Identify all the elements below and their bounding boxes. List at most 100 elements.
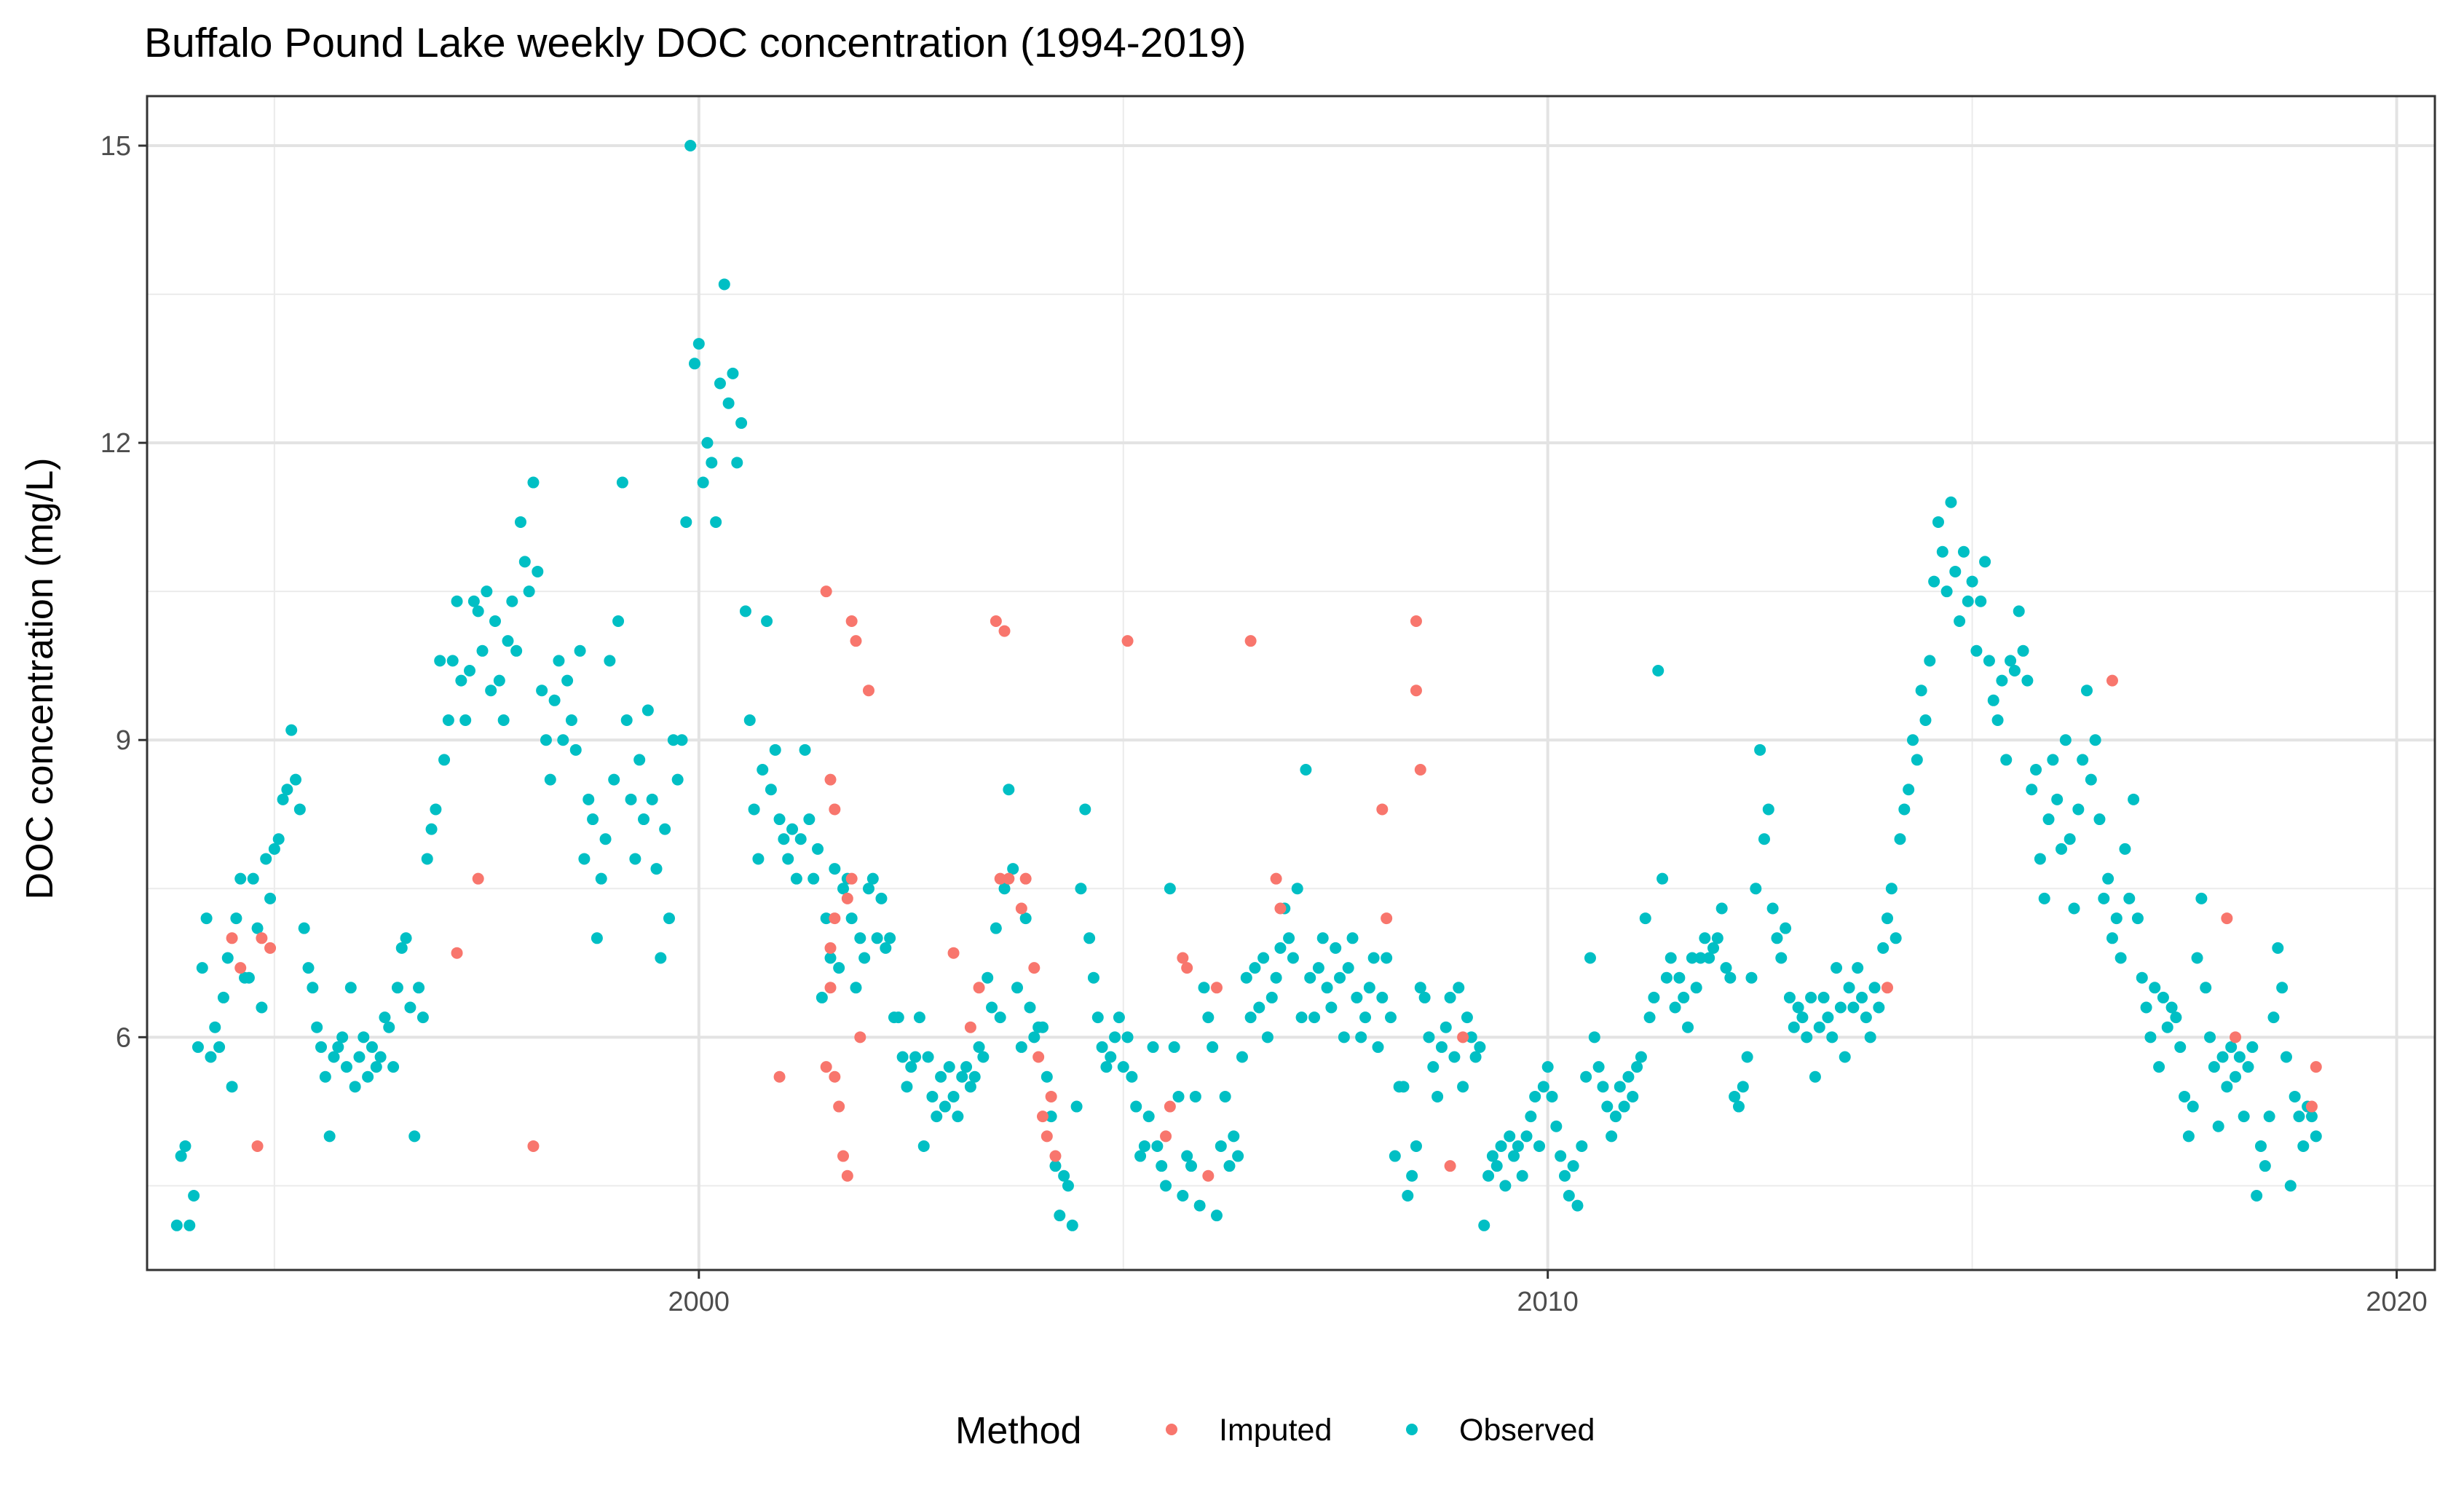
point-imputed-6 — [472, 872, 484, 885]
point-observed-486 — [2233, 1051, 2246, 1063]
point-observed-147 — [794, 833, 807, 845]
point-observed-395 — [1847, 1001, 1860, 1014]
point-observed-102 — [604, 655, 616, 667]
point-imputed-63 — [2310, 1061, 2322, 1073]
point-observed-423 — [1966, 575, 1978, 588]
point-observed-438 — [2030, 764, 2042, 776]
point-observed-335 — [1592, 1061, 1605, 1073]
point-observed-78 — [502, 635, 514, 647]
point-observed-13 — [226, 1081, 238, 1093]
point-observed-98 — [587, 813, 599, 826]
point-observed-194 — [994, 1011, 1006, 1024]
point-observed-225 — [1126, 1070, 1138, 1083]
point-observed-171 — [896, 1051, 909, 1063]
point-observed-57 — [413, 982, 425, 994]
point-observed-235 — [1168, 1041, 1180, 1053]
point-observed-51 — [387, 1061, 400, 1073]
point-observed-172 — [901, 1081, 913, 1093]
point-observed-495 — [2272, 942, 2284, 954]
point-observed-27 — [285, 724, 298, 736]
point-observed-210 — [1062, 1180, 1074, 1192]
point-observed-213 — [1075, 883, 1087, 895]
point-observed-243 — [1202, 1011, 1215, 1024]
point-observed-113 — [650, 863, 663, 875]
point-observed-339 — [1609, 1111, 1622, 1123]
point-observed-385 — [1805, 991, 1817, 1003]
point-observed-205 — [1041, 1070, 1053, 1083]
point-observed-399 — [1864, 1031, 1876, 1044]
point-observed-446 — [2064, 833, 2076, 845]
point-imputed-2 — [251, 1140, 264, 1152]
point-observed-484 — [2225, 1041, 2238, 1053]
point-observed-90 — [553, 655, 565, 667]
point-observed-459 — [2119, 843, 2131, 855]
point-observed-487 — [2238, 1111, 2250, 1123]
point-observed-330 — [1571, 1199, 1584, 1212]
point-observed-143 — [778, 833, 790, 845]
point-observed-81 — [514, 516, 526, 528]
point-observed-206 — [1045, 1111, 1057, 1123]
point-observed-280 — [1359, 1011, 1372, 1024]
point-observed-371 — [1745, 971, 1758, 984]
point-observed-331 — [1576, 1140, 1588, 1152]
point-observed-200 — [1019, 912, 1032, 925]
point-observed-488 — [2242, 1061, 2254, 1073]
point-observed-33 — [311, 1021, 323, 1033]
point-imputed-23 — [850, 635, 862, 647]
point-observed-317 — [1516, 1169, 1528, 1182]
point-imputed-15 — [820, 1061, 832, 1073]
point-observed-492 — [2259, 1160, 2271, 1172]
point-observed-211 — [1066, 1219, 1078, 1231]
point-observed-24 — [272, 833, 285, 845]
point-observed-42 — [349, 1081, 361, 1093]
legend-swatch-imputed — [1166, 1424, 1177, 1435]
point-observed-470 — [2165, 1001, 2178, 1014]
point-observed-80 — [510, 644, 523, 657]
point-observed-28 — [290, 773, 302, 786]
point-observed-49 — [379, 1011, 391, 1024]
point-observed-245 — [1210, 1210, 1223, 1222]
point-observed-209 — [1058, 1169, 1070, 1182]
point-observed-468 — [2157, 991, 2169, 1003]
point-observed-353 — [1669, 1001, 1681, 1014]
point-observed-348 — [1648, 991, 1660, 1003]
point-observed-109 — [633, 754, 646, 766]
point-imputed-31 — [998, 625, 1011, 637]
point-observed-350 — [1657, 872, 1669, 885]
point-observed-145 — [786, 823, 799, 835]
point-observed-65 — [446, 655, 459, 667]
point-observed-360 — [1699, 932, 1711, 944]
point-observed-224 — [1121, 1031, 1134, 1044]
point-observed-337 — [1601, 1100, 1614, 1113]
point-observed-86 — [536, 685, 548, 697]
point-observed-381 — [1788, 1021, 1800, 1033]
point-observed-31 — [302, 962, 315, 974]
point-observed-403 — [1881, 912, 1894, 925]
point-observed-276 — [1342, 962, 1354, 974]
point-observed-110 — [638, 813, 650, 826]
point-imputed-25 — [862, 685, 874, 697]
point-imputed-47 — [1210, 982, 1223, 994]
point-observed-61 — [430, 803, 442, 816]
legend-label-observed: Observed — [1459, 1413, 1595, 1448]
point-observed-333 — [1584, 952, 1596, 964]
point-observed-426 — [1979, 556, 1991, 568]
point-observed-318 — [1520, 1130, 1533, 1143]
point-observed-53 — [395, 942, 408, 954]
point-observed-349 — [1652, 664, 1665, 676]
point-imputed-18 — [837, 1150, 850, 1162]
point-observed-313 — [1499, 1180, 1512, 1192]
point-observed-34 — [315, 1041, 328, 1053]
point-observed-141 — [769, 743, 781, 756]
point-observed-7 — [200, 912, 213, 925]
point-observed-26 — [281, 784, 293, 796]
point-observed-55 — [404, 1001, 416, 1014]
point-observed-271 — [1321, 982, 1333, 994]
point-imputed-14 — [824, 982, 837, 994]
point-observed-393 — [1839, 1051, 1851, 1063]
point-observed-439 — [2034, 853, 2046, 865]
point-observed-236 — [1172, 1090, 1185, 1102]
point-observed-312 — [1495, 1140, 1507, 1152]
